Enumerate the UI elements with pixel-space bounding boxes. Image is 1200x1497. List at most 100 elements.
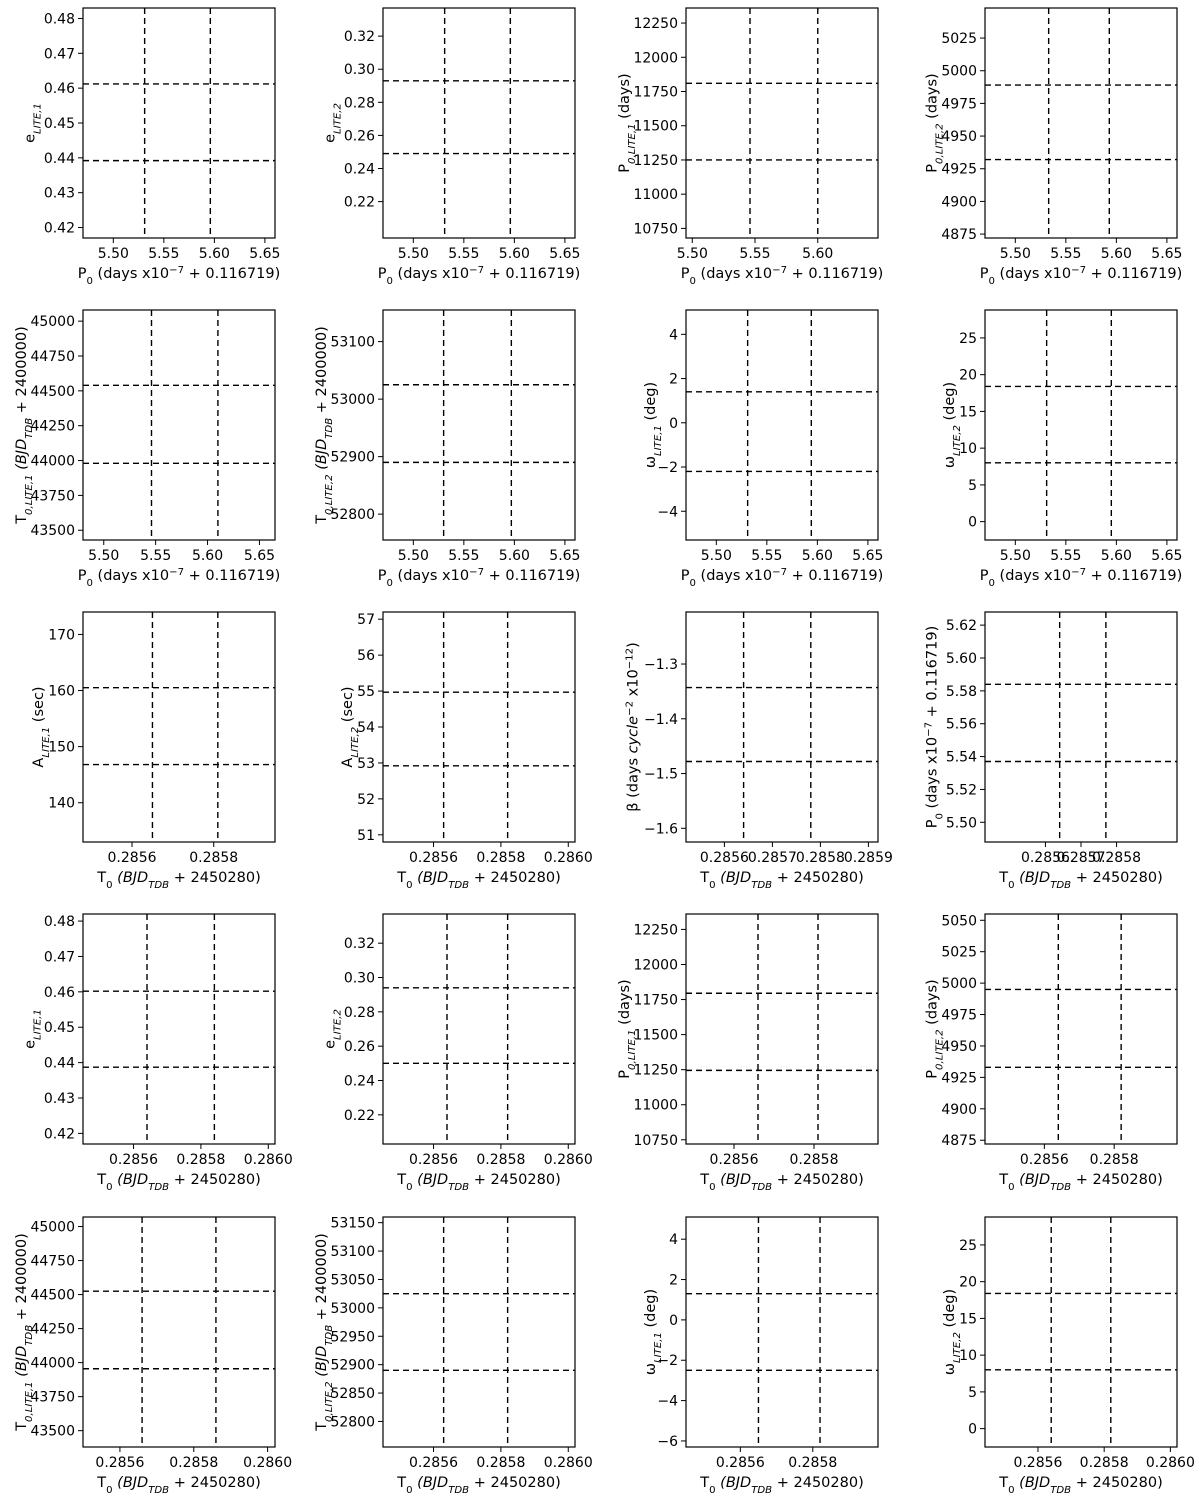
label-part: + 0.116719) xyxy=(484,266,580,282)
label-part: (days) xyxy=(925,979,941,1029)
y-axis-label: ωLITE,2 (deg) xyxy=(942,382,963,468)
x-axis-label: P0 (days x10−7 + 0.116719) xyxy=(681,265,884,287)
label-part: + 2400000) xyxy=(14,1233,30,1325)
x-axis-label: T0 (BJDTDB + 2450280) xyxy=(396,1475,561,1496)
panel-frame xyxy=(984,913,1178,1145)
label-subscript: TDB xyxy=(324,418,335,439)
x-tick-label: 5.60 xyxy=(802,246,833,262)
x-tick-label: 0.2859 xyxy=(844,850,893,866)
corner-panel: 5.50 5.55 5.60 10750 11000 11250 11500 11750 120… xyxy=(617,7,884,287)
y-tick-label: 11000 xyxy=(633,1098,678,1114)
label-part: (days x10 xyxy=(393,568,469,584)
label-part: (BJD xyxy=(716,1475,752,1491)
y-tick-label: 0.26 xyxy=(344,1039,375,1055)
y-tick-label: 0.43 xyxy=(44,1091,75,1107)
x-axis-label: P0 (days x10−7 + 0.116719) xyxy=(980,265,1183,287)
y-tick-label: 150 xyxy=(48,740,75,756)
x-tick-label: 5.50 xyxy=(701,548,732,564)
corner-panel: 0.2856 0.2858 140 150 160 170 T0 (BJDTDB + 245… xyxy=(31,611,276,891)
label-subscript: TDB xyxy=(1050,1485,1071,1496)
label-part: (BJD xyxy=(1015,1172,1051,1188)
label-subscript: 0 xyxy=(709,1485,715,1496)
y-tick-label: 4900 xyxy=(941,1102,977,1118)
panel-frame xyxy=(382,913,576,1145)
y-tick-label: 0.26 xyxy=(344,128,375,144)
y-tick-label: 25 xyxy=(959,1238,977,1254)
label-part: + 0.116719) xyxy=(184,266,280,282)
x-tick-label: 5.65 xyxy=(852,548,883,564)
x-axis-label: T0 (BJDTDB + 2450280) xyxy=(96,1475,261,1496)
label-part: A xyxy=(340,758,356,768)
y-tick-label: 0.42 xyxy=(44,1126,75,1142)
x-tick-label: 0.2858 xyxy=(476,1152,525,1168)
corner-panel: 5.50 5.55 5.60 5.65 0.42 0.43 0.44 0.45 0.46 0.47… xyxy=(23,7,280,287)
label-part: P xyxy=(681,266,690,282)
x-tick-label: 5.60 xyxy=(199,246,230,262)
label-part: (days) xyxy=(617,979,633,1029)
x-tick-label: 5.65 xyxy=(249,246,280,262)
label-subscript: LITE,2 xyxy=(349,727,360,758)
x-tick-label: 0.2858 xyxy=(796,850,845,866)
x-axis-label: T0 (BJDTDB + 2450280) xyxy=(96,870,261,891)
y-tick-label: 0.28 xyxy=(344,95,375,111)
x-tick-label: 5.50 xyxy=(677,246,708,262)
label-subscript: 0,LITE,2 xyxy=(934,123,945,164)
y-tick-label: 5.52 xyxy=(946,782,977,798)
y-tick-label: 11750 xyxy=(633,85,678,101)
y-tick-label: 4975 xyxy=(941,1008,977,1024)
y-tick-label: 12000 xyxy=(633,50,678,66)
panel-frame xyxy=(984,309,1178,541)
y-tick-label: 44500 xyxy=(30,1288,75,1304)
label-subscript: LITE,1 xyxy=(652,1332,663,1363)
label-superscript: −7 xyxy=(169,567,184,578)
y-tick-label: 44000 xyxy=(30,1356,75,1372)
y-tick-label: 0.46 xyxy=(44,985,75,1001)
label-part: T xyxy=(699,1475,709,1491)
corner-panel: 0.2856 0.2858 0.2860 52800 52850 52900 52950 53… xyxy=(314,1216,593,1496)
label-part: T xyxy=(699,870,709,886)
y-tick-label: 53 xyxy=(357,756,375,772)
label-subscript: TDB xyxy=(448,880,469,891)
x-tick-label: 5.60 xyxy=(192,548,223,564)
y-tick-label: 4875 xyxy=(941,227,977,243)
corner-panel: 0.2856 0.2858 0.2860 0.22 0.24 0.26 0.28 0.30 0.… xyxy=(323,913,593,1193)
label-part: T xyxy=(14,515,30,525)
y-tick-label: 4950 xyxy=(941,1039,977,1055)
corner-panel: 0.2856 0.2858 0.2860 43500 43750 44000 44250 44… xyxy=(14,1216,292,1496)
y-tick-label: 53000 xyxy=(330,392,375,408)
label-part: T xyxy=(998,870,1008,886)
label-part: (BJD xyxy=(113,1475,149,1491)
x-axis-label: T0 (BJDTDB + 2450280) xyxy=(699,1475,864,1496)
label-part: + 2450280) xyxy=(469,1172,561,1188)
label-superscript: −7 xyxy=(1071,567,1086,578)
y-axis-label: T0,LITE,1 (BJDTDB + 2400000) xyxy=(14,326,35,525)
y-tick-label: 45000 xyxy=(30,314,75,330)
y-tick-label: 44000 xyxy=(30,454,75,470)
x-tick-label: 5.65 xyxy=(1151,548,1182,564)
x-tick-label: 0.2857 xyxy=(748,850,797,866)
x-tick-label: 0.2856 xyxy=(409,1455,458,1471)
y-tick-label: 12250 xyxy=(633,16,678,32)
label-part: (deg) xyxy=(643,1289,659,1332)
y-tick-label: 160 xyxy=(48,684,75,700)
label-part: + 0.116719) xyxy=(1086,568,1182,584)
x-tick-label: 5.65 xyxy=(244,548,275,564)
y-tick-label: 53100 xyxy=(330,335,375,351)
label-part: P xyxy=(925,164,941,173)
x-axis-label: T0 (BJDTDB + 2450280) xyxy=(699,1172,864,1193)
label-superscript: −7 xyxy=(772,265,787,276)
label-part: x10 xyxy=(626,669,642,701)
label-subscript: TDB xyxy=(751,880,772,891)
label-subscript: 0 xyxy=(106,1182,112,1193)
label-subscript: 0 xyxy=(87,276,93,287)
panel-frame xyxy=(984,7,1178,239)
y-tick-label: 55 xyxy=(357,684,375,700)
label-part: T xyxy=(14,1422,30,1432)
label-part: (days x10 xyxy=(995,266,1071,282)
y-tick-label: 4925 xyxy=(941,1070,977,1086)
label-part: β xyxy=(626,802,642,811)
y-tick-label: 11250 xyxy=(633,1063,678,1079)
y-axis-label: eLITE,1 xyxy=(23,103,44,143)
y-tick-label: 2 xyxy=(669,372,678,388)
